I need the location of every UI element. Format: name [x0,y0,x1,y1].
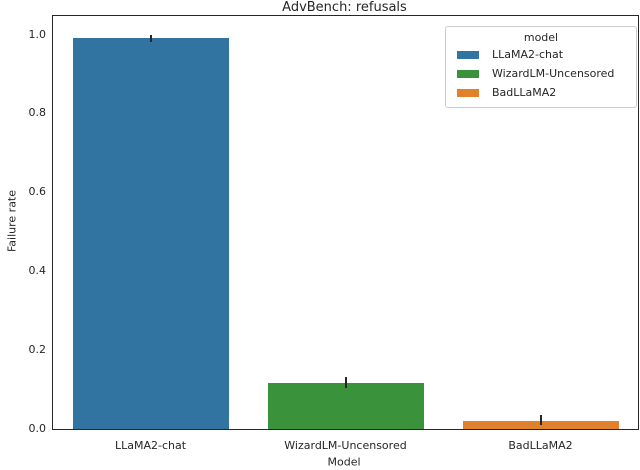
chart-title: AdvBench: refusals [282,0,407,15]
y-tick-label-0.6: 0.6 [28,185,47,199]
y-tick-label-1.0: 1.0 [28,27,47,41]
error-bar-wizardlm-uncensored [344,377,347,388]
x-tick-label-wizardlm-uncensored: WizardLM-Uncensored [284,439,407,452]
y-tick-label-0.8: 0.8 [28,106,47,120]
legend-entries: LLaMA2-chat WizardLM-Uncensored BadLLaMA2 [452,45,630,102]
bar-wizardlm-uncensored [267,382,424,429]
x-tick-label-llama2-chat: LLaMA2-chat [114,439,187,452]
y-tick-label-0.2: 0.2 [28,343,47,357]
legend-entry-wizardlm-uncensored: WizardLM-Uncensored [452,64,630,83]
legend-label-wizardlm-uncensored: WizardLM-Uncensored [492,66,615,80]
y-tick-label-0.4: 0.4 [28,264,47,278]
error-bar-badllama2 [539,415,542,425]
legend-label-badllama2: BadLLaMA2 [492,85,557,99]
x-tick-label-badllama2: BadLLaMA2 [508,439,573,452]
legend-title: model [523,31,559,44]
x-axis-label: Model [327,455,361,469]
legend-swatch-wizardlm-uncensored [457,69,479,78]
plot-area: model LLaMA2-chat WizardLM-Uncensored BadL… [29,15,639,452]
legend-swatch-llama2-chat [457,50,479,59]
bar-badllama2 [462,421,619,429]
error-bar-llama2-chat [149,34,152,43]
bar-llama2-chat [72,38,229,429]
legend-label-llama2-chat: LLaMA2-chat [492,47,564,61]
legend-swatch-badllama2 [457,88,479,97]
y-axis-label: Failure rate [5,189,19,253]
legend: model LLaMA2-chat WizardLM-Uncensored BadL… [445,26,637,108]
legend-entry-llama2-chat: LLaMA2-chat [452,45,630,64]
y-tick-label-0.0: 0.0 [28,422,47,435]
legend-entry-badllama2: BadLLaMA2 [452,83,630,102]
